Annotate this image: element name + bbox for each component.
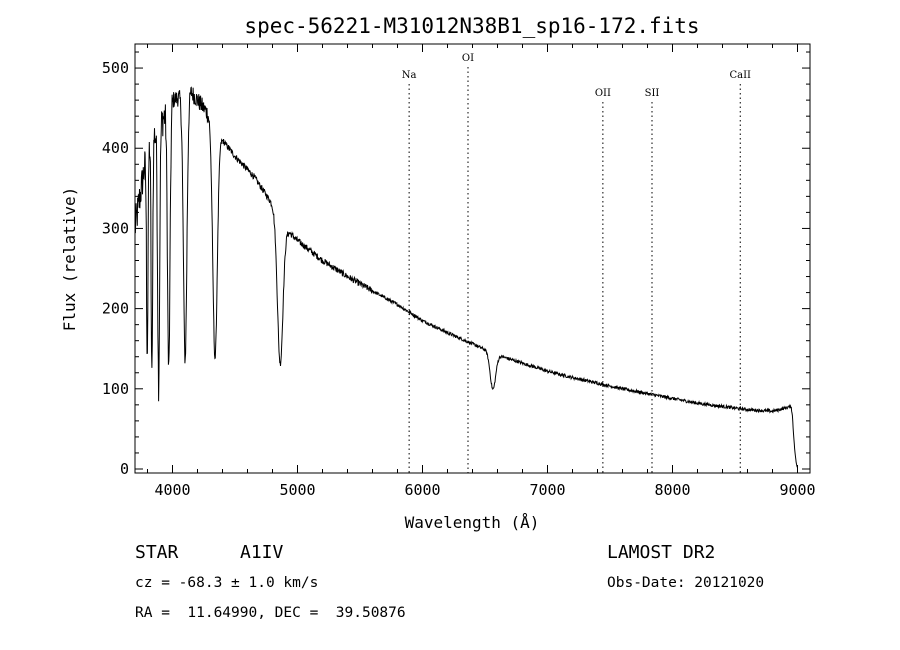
reference-line-label: Na: [402, 70, 417, 81]
axis-ticks-group: 4000 5000 6000 7000 8000 9000 0 100 200 300 400 500: [102, 44, 816, 499]
reference-lines-group: Na OI OII SII CaII: [402, 53, 751, 473]
y-tick-label: 200: [102, 300, 129, 318]
x-tick-label: 8000: [654, 481, 690, 499]
reference-line-label: OI: [462, 53, 474, 64]
observation-date: Obs-Date: 20121020: [607, 575, 765, 591]
spectral-subclass: A1IV: [240, 542, 284, 563]
x-tick-label: 4000: [154, 481, 190, 499]
y-tick-label: 500: [102, 59, 129, 77]
x-tick-label: 7000: [529, 481, 565, 499]
spectrum-series-line: [134, 86, 798, 468]
plot-frame: [134, 43, 811, 474]
x-tick-label: 5000: [279, 481, 315, 499]
x-tick-label: 9000: [779, 481, 815, 499]
chart-title: spec-56221-M31012N38B1_sp16-172.fits: [244, 14, 699, 38]
reference-line-label: CaII: [729, 70, 751, 81]
y-axis-label: Flux (relative): [60, 187, 79, 332]
object-class: STAR: [135, 542, 179, 563]
x-axis-label: Wavelength (Å): [405, 513, 540, 532]
survey-name: LAMOST DR2: [607, 542, 716, 563]
y-tick-label: 300: [102, 219, 129, 237]
reference-line-label: OII: [595, 88, 611, 99]
reference-line-label: SII: [645, 88, 660, 99]
y-tick-label: 0: [120, 460, 129, 478]
y-tick-label: 100: [102, 380, 129, 398]
radial-velocity: cz = -68.3 ± 1.0 km/s: [135, 575, 319, 591]
sky-coordinates: RA = 11.64990, DEC = 39.50876: [135, 605, 406, 621]
y-tick-label: 400: [102, 139, 129, 157]
x-tick-label: 6000: [404, 481, 440, 499]
